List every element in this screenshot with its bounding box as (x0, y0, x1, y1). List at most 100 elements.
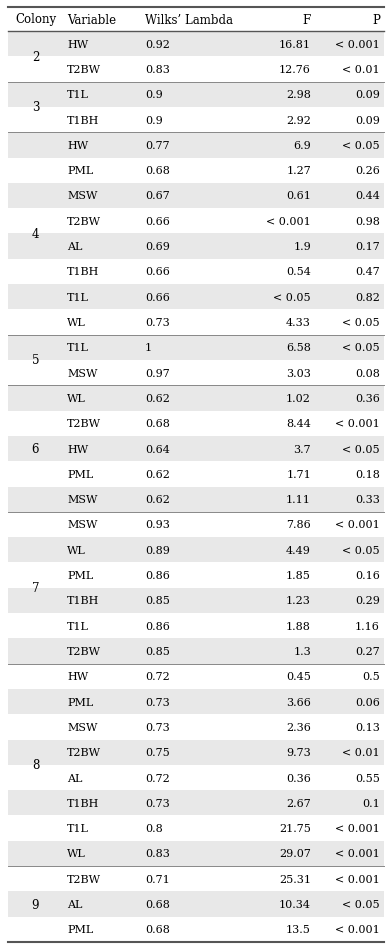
Bar (8, 260, 384, 285)
Text: < 0.05: < 0.05 (273, 292, 311, 303)
Bar (8, 57, 384, 83)
Text: 8.44: 8.44 (286, 419, 311, 428)
Text: < 0.05: < 0.05 (342, 141, 380, 150)
Text: PML: PML (67, 570, 93, 581)
Text: MSW: MSW (67, 495, 97, 505)
Text: 25.31: 25.31 (279, 874, 311, 883)
Text: T1L: T1L (67, 292, 89, 303)
Text: 7.86: 7.86 (286, 520, 311, 530)
Text: Colony: Colony (15, 13, 56, 27)
Text: F: F (303, 13, 311, 27)
Text: 0.85: 0.85 (145, 646, 170, 656)
Text: 0.86: 0.86 (145, 621, 170, 631)
Text: 0.45: 0.45 (286, 671, 311, 682)
Text: 21.75: 21.75 (279, 823, 311, 833)
Text: 13.5: 13.5 (286, 924, 311, 934)
Text: 5: 5 (32, 354, 39, 367)
Text: T1L: T1L (67, 343, 89, 353)
Text: 0.16: 0.16 (355, 570, 380, 581)
Text: 0.75: 0.75 (145, 747, 170, 758)
Text: < 0.05: < 0.05 (342, 545, 380, 555)
Text: 6.58: 6.58 (286, 343, 311, 353)
Bar (8, 740, 384, 765)
Bar (8, 487, 384, 512)
Text: T1BH: T1BH (67, 268, 100, 277)
Text: T1BH: T1BH (67, 798, 100, 808)
Text: 0.54: 0.54 (286, 268, 311, 277)
Text: 0.27: 0.27 (355, 646, 380, 656)
Text: 0.68: 0.68 (145, 899, 170, 909)
Text: < 0.001: < 0.001 (335, 419, 380, 428)
Bar (8, 866, 384, 891)
Text: 2: 2 (32, 50, 39, 64)
Text: HW: HW (67, 141, 88, 150)
Text: 0.73: 0.73 (145, 318, 170, 327)
Text: < 0.05: < 0.05 (342, 899, 380, 909)
Text: T2BW: T2BW (67, 65, 101, 75)
Bar (8, 841, 384, 866)
Text: 0.68: 0.68 (145, 166, 170, 176)
Text: < 0.001: < 0.001 (335, 823, 380, 833)
Text: 1.16: 1.16 (355, 621, 380, 631)
Text: 0.73: 0.73 (145, 723, 170, 732)
Text: 0.61: 0.61 (286, 191, 311, 201)
Text: 0.86: 0.86 (145, 570, 170, 581)
Text: MSW: MSW (67, 191, 97, 201)
Bar (8, 386, 384, 411)
Text: 0.77: 0.77 (145, 141, 170, 150)
Text: < 0.001: < 0.001 (335, 40, 380, 50)
Text: 0.29: 0.29 (355, 596, 380, 605)
Text: AL: AL (67, 773, 82, 783)
Text: 0.73: 0.73 (145, 697, 170, 706)
Text: 0.66: 0.66 (145, 216, 170, 227)
Text: T1L: T1L (67, 621, 89, 631)
Text: 1.02: 1.02 (286, 393, 311, 404)
Text: MSW: MSW (67, 368, 97, 378)
Text: 0.06: 0.06 (355, 697, 380, 706)
Text: 2.36: 2.36 (286, 723, 311, 732)
Text: 0.09: 0.09 (355, 90, 380, 100)
Text: WL: WL (67, 545, 86, 555)
Text: 3.03: 3.03 (286, 368, 311, 378)
Bar (8, 436, 384, 462)
Text: 9.73: 9.73 (286, 747, 311, 758)
Text: T2BW: T2BW (67, 216, 101, 227)
Text: < 0.001: < 0.001 (266, 216, 311, 227)
Text: < 0.001: < 0.001 (335, 848, 380, 859)
Text: 1.9: 1.9 (293, 242, 311, 252)
Text: < 0.01: < 0.01 (342, 65, 380, 75)
Bar (8, 790, 384, 816)
Text: 0.36: 0.36 (355, 393, 380, 404)
Text: 0.69: 0.69 (145, 242, 170, 252)
Bar (8, 765, 384, 790)
Bar (8, 32, 384, 57)
Text: 9: 9 (32, 898, 39, 910)
Text: 0.68: 0.68 (145, 419, 170, 428)
Text: HW: HW (67, 40, 88, 50)
Text: T1BH: T1BH (67, 596, 100, 605)
Text: 0.1: 0.1 (362, 798, 380, 808)
Text: 0.44: 0.44 (355, 191, 380, 201)
Text: T1BH: T1BH (67, 115, 100, 126)
Text: 0.93: 0.93 (145, 520, 170, 530)
Bar (8, 83, 384, 108)
Text: 0.13: 0.13 (355, 723, 380, 732)
Text: 0.36: 0.36 (286, 773, 311, 783)
Text: PML: PML (67, 469, 93, 480)
Text: < 0.001: < 0.001 (335, 874, 380, 883)
Text: HW: HW (67, 671, 88, 682)
Text: 0.26: 0.26 (355, 166, 380, 176)
Bar (8, 184, 384, 208)
Text: 0.08: 0.08 (355, 368, 380, 378)
Text: 16.81: 16.81 (279, 40, 311, 50)
Text: T2BW: T2BW (67, 646, 101, 656)
Bar (8, 411, 384, 436)
Text: 2.67: 2.67 (286, 798, 311, 808)
Bar (8, 588, 384, 613)
Text: 1.23: 1.23 (286, 596, 311, 605)
Text: 6: 6 (32, 443, 39, 456)
Text: 0.64: 0.64 (145, 444, 170, 454)
Text: 0.66: 0.66 (145, 268, 170, 277)
Text: 1.85: 1.85 (286, 570, 311, 581)
Text: < 0.05: < 0.05 (342, 444, 380, 454)
